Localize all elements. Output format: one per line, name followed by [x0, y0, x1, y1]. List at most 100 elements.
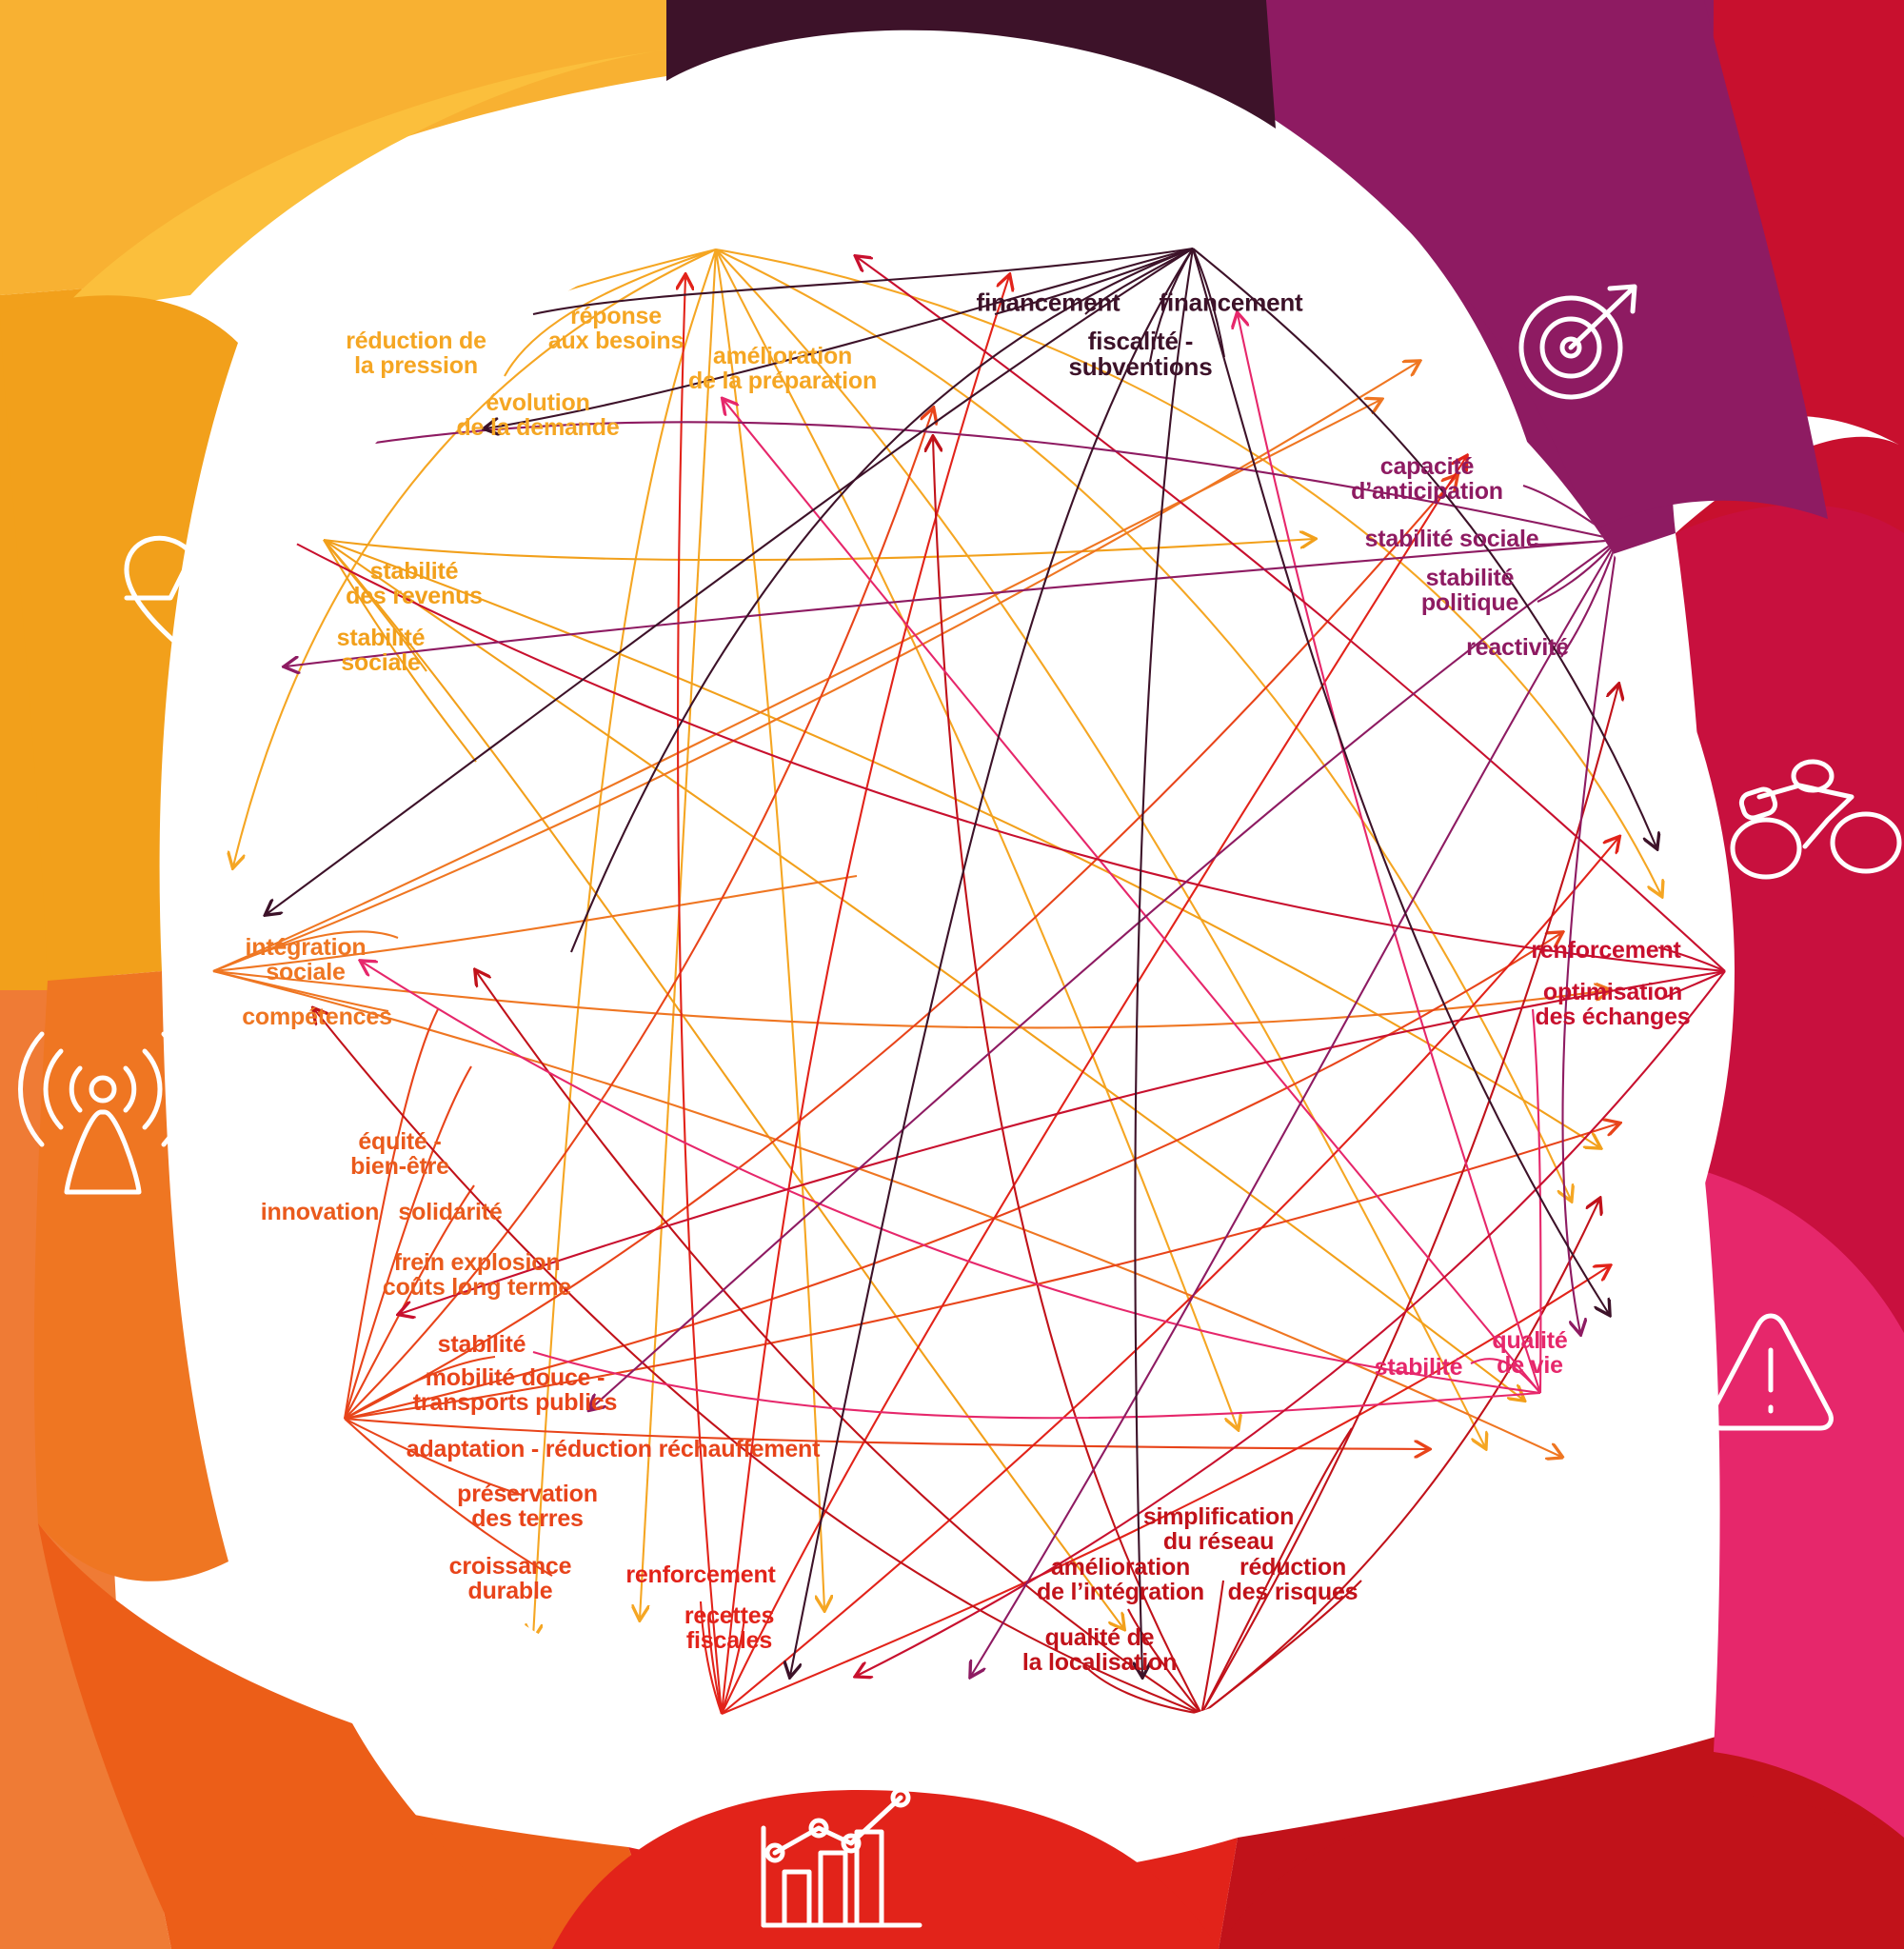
label-stabilite-revenus: stabilité des revenus	[346, 559, 483, 608]
label-line: stabilité	[437, 1331, 526, 1358]
label-line: du réseau	[1162, 1528, 1275, 1555]
label-line: stabilité	[369, 558, 459, 585]
bar-chart-icon	[761, 1787, 922, 1928]
label-line: financement	[976, 288, 1121, 317]
magnifier-person-icon	[539, 148, 681, 280]
label-line: capacité	[1379, 453, 1475, 480]
label-line: qualité	[1492, 1327, 1568, 1354]
label-line: recettes	[684, 1602, 775, 1629]
label-reactivite: réactivité	[1466, 635, 1569, 660]
label-renforcement-right: renforcement	[1531, 937, 1681, 964]
label-line: de l’intégration	[1037, 1579, 1204, 1605]
label-line: évolution	[486, 389, 590, 416]
label-line: des risques	[1227, 1579, 1359, 1605]
label-line: des revenus	[346, 583, 483, 609]
ring-accent-vermilion	[33, 971, 228, 1581]
label-simplification-reseau: simplification du réseau	[1142, 1503, 1295, 1555]
label-amelioration-preparation: amélioration de la préparation	[688, 344, 877, 393]
label-line: fiscales	[685, 1627, 773, 1654]
ring-accent-pink-right	[1704, 1171, 1904, 1838]
label-reduction-risques: réduction des risques	[1228, 1555, 1359, 1604]
label-croissance-durable: croissance durable	[449, 1554, 572, 1603]
warning-triangle-icon	[1708, 1313, 1834, 1431]
label-stabilite-politique: stabilité politique	[1421, 565, 1519, 615]
label-line: réponse	[570, 303, 662, 329]
label-line: d’anticipation	[1351, 478, 1503, 505]
label-line: renforcement	[1531, 937, 1681, 964]
label-solidarite: solidarité	[398, 1200, 502, 1224]
label-line: stabilité	[1374, 1354, 1463, 1381]
label-line: innovation	[260, 1199, 380, 1225]
label-line: simplification	[1142, 1503, 1295, 1530]
label-fiscalite-subventions: fiscalité - subventions	[1069, 328, 1213, 380]
label-line: des terres	[471, 1505, 584, 1532]
label-optimisation-echanges: optimisation des échanges	[1536, 980, 1691, 1029]
label-line: amélioration	[712, 343, 853, 369]
label-line: fiscalité -	[1087, 326, 1194, 355]
label-line: coûts long terme	[382, 1274, 572, 1301]
arcs-aubergine	[267, 247, 1656, 1676]
arcs-orange	[212, 362, 1609, 1457]
label-line: intégration	[245, 934, 367, 961]
label-reponse-besoins: réponse aux besoins	[548, 304, 684, 353]
ring-accent-aubergine-top	[666, 0, 1276, 129]
cyclist-icon	[1730, 759, 1902, 880]
label-line: aux besoins	[547, 328, 684, 354]
label-competences: compétences	[242, 1004, 392, 1029]
label-line: réduction	[1239, 1554, 1347, 1581]
sdg-wheel-icon	[272, 1502, 444, 1672]
ring-accent-magnifier	[57, 48, 685, 314]
arcs-amber-dark	[323, 539, 1599, 1628]
label-financement-1: financement	[977, 289, 1121, 315]
label-line: stabilité	[1425, 565, 1515, 591]
label-line: stabilité sociale	[1364, 526, 1539, 552]
target-arrow-icon	[1518, 284, 1637, 400]
label-line: amélioration	[1050, 1554, 1191, 1581]
label-line: la localisation	[1021, 1649, 1178, 1676]
label-line: réduction de	[346, 328, 486, 354]
label-line: de vie	[1497, 1352, 1563, 1379]
chf-label: CHF	[1052, 121, 1119, 157]
label-line: solidarité	[398, 1199, 503, 1225]
label-stabilite-sociale-purple: stabilité sociale	[1365, 527, 1539, 551]
label-qualite-de-vie: qualité de vie	[1492, 1328, 1567, 1378]
label-line: la pression	[354, 352, 478, 379]
label-innovation: innovation	[260, 1199, 380, 1225]
label-line: équité -	[358, 1128, 442, 1155]
arcs-red	[678, 276, 1618, 1715]
label-line: qualité de	[1044, 1624, 1155, 1651]
arcs-amber	[233, 248, 1661, 1638]
arcs-crimson	[276, 257, 1726, 1676]
label-recettes-fiscales: recettes fiscales	[684, 1602, 775, 1654]
label-line: transports publics	[412, 1389, 618, 1416]
label-stabilite-sociale-amber: stabilité sociale	[337, 626, 426, 675]
label-frein-explosion: frein explosion coûts long terme	[383, 1250, 571, 1300]
ring-accent-red-bottom	[552, 1790, 1219, 1949]
label-line: réactivité	[1466, 634, 1569, 661]
arcs-dark-red	[314, 438, 1618, 1716]
label-line: compétences	[242, 1004, 392, 1030]
label-evolution-demande: évolution de la demande	[456, 390, 619, 440]
label-line: de la demande	[456, 414, 620, 441]
label-amelioration-integration: amélioration de l’intégration	[1037, 1555, 1204, 1604]
label-adaptation-rechauffement: adaptation - réduction réchauffement	[407, 1437, 821, 1462]
label-line: croissance	[448, 1553, 572, 1580]
arcs-pink	[362, 314, 1542, 1420]
label-reduction-pression: réduction de la pression	[346, 328, 486, 378]
label-equite-bien-etre: équité - bien-être	[350, 1129, 449, 1179]
ring-accent-orange-bottom	[38, 1523, 552, 1949]
label-line: subventions	[1068, 352, 1213, 381]
antenna-icon	[18, 1031, 188, 1195]
label-line: renforcement	[625, 1561, 776, 1588]
label-integration-sociale: intégration sociale	[246, 935, 367, 984]
label-line: des échanges	[1535, 1004, 1691, 1030]
ring-accent-orange-left	[0, 295, 238, 981]
label-line: sociale	[341, 649, 421, 676]
label-line: stabilité	[336, 625, 426, 651]
label-line: mobilité douce -	[425, 1364, 605, 1391]
label-line: financement	[1159, 288, 1303, 317]
label-line: de la préparation	[687, 368, 878, 394]
